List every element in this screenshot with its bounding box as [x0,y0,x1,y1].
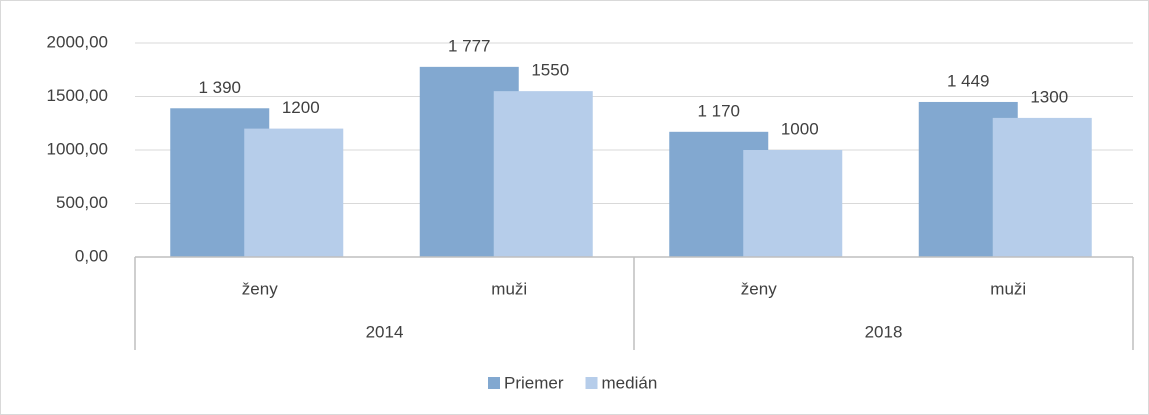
y-tick-label: 1500,00 [47,86,108,105]
x-tick-label: ženy [242,279,278,298]
y-tick-label: 0,00 [75,246,108,265]
x-tick-label: muži [491,279,527,298]
data-label: 1 449 [947,71,990,90]
legend-label: medián [602,373,658,392]
data-label: 1 170 [697,101,740,120]
data-label: 1550 [531,61,569,80]
data-label: 1 777 [448,36,491,55]
data-label: 1300 [1030,87,1068,106]
bar [493,91,593,258]
legend-swatch [488,377,500,389]
x-tick-label: ženy [741,279,777,298]
bar [743,150,843,257]
legend-swatch [585,377,598,389]
group-label: 2018 [865,322,903,341]
x-tick-label: muži [990,279,1026,298]
bar [244,128,344,257]
y-tick-label: 500,00 [56,193,108,212]
data-label: 1200 [282,98,320,117]
y-tick-label: 2000,00 [47,32,108,51]
bar [992,117,1092,258]
legend-label: Priemer [504,373,564,392]
y-tick-label: 1000,00 [47,139,108,158]
data-label: 1000 [781,119,819,138]
group-label: 2014 [366,322,404,341]
data-label: 1 390 [198,78,241,97]
